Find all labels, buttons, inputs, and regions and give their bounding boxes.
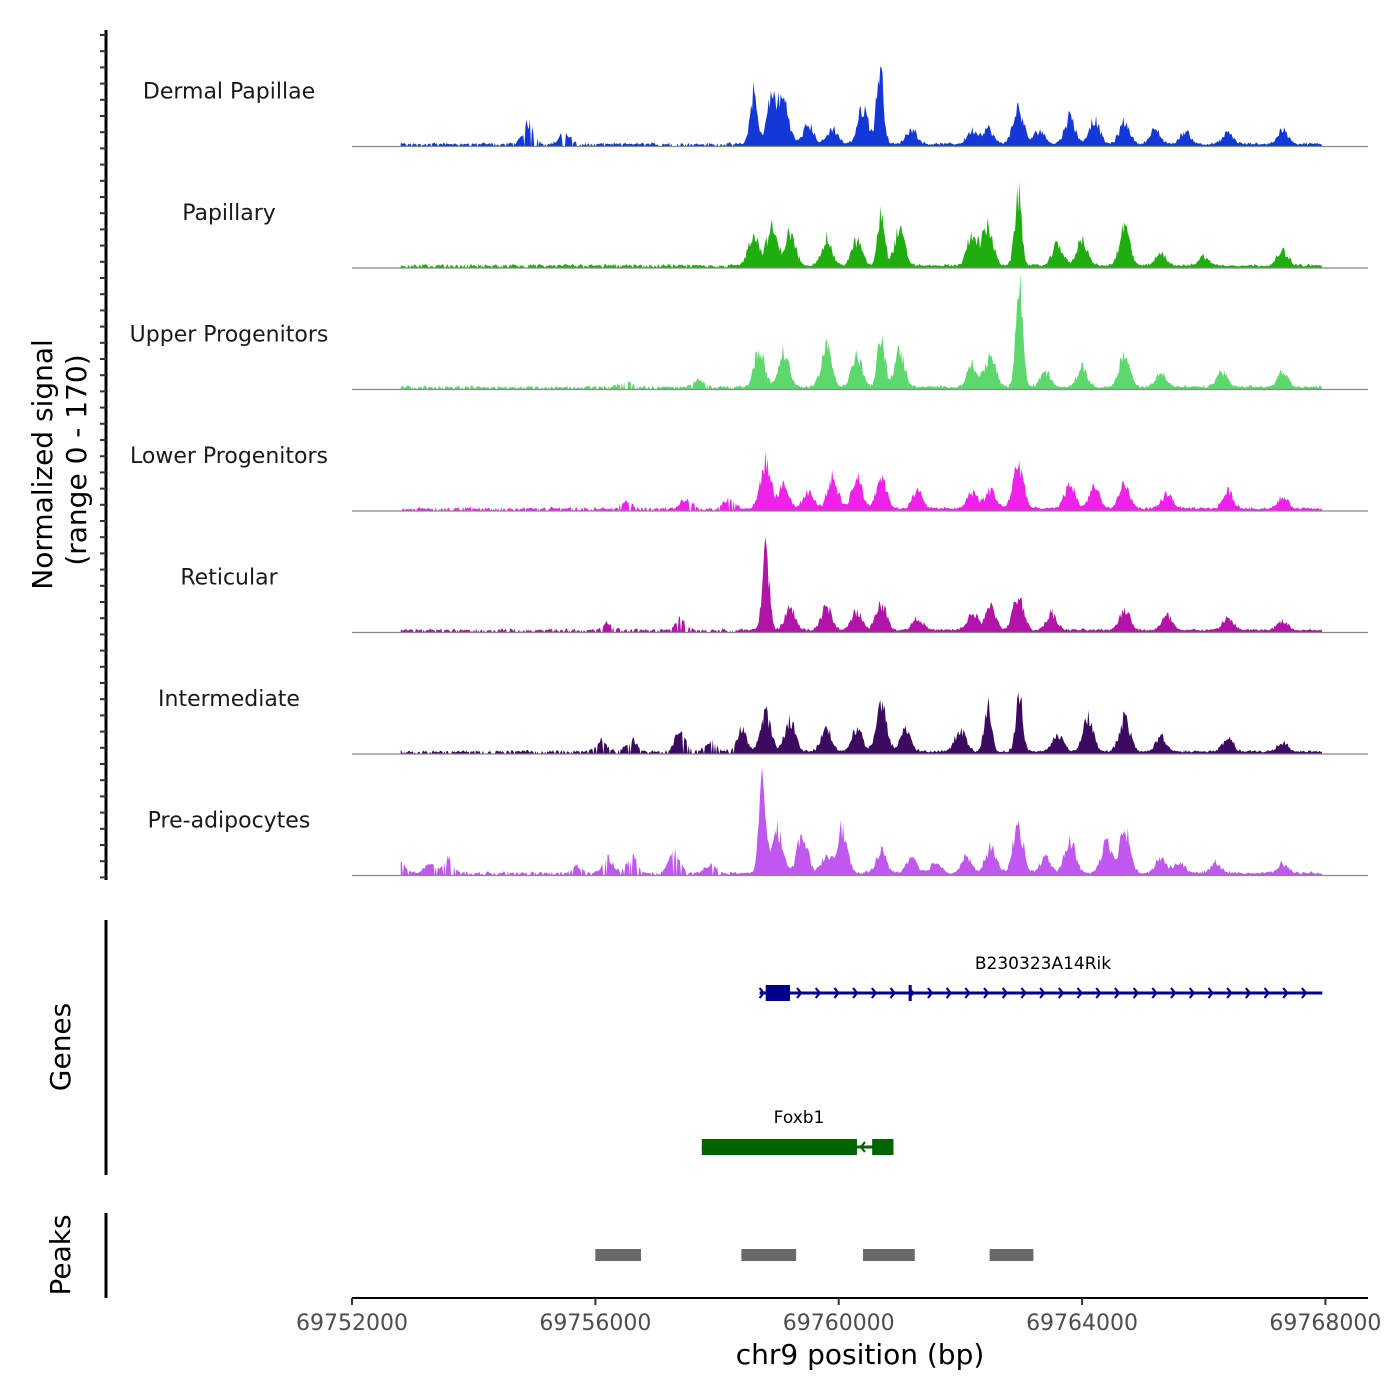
track-intermediate: Intermediate [158,687,1368,755]
strand-arrow [833,987,840,999]
track-pre-adipocytes: Pre-adipocytes [148,766,1368,877]
x-axis-ticks: 69752000 69756000 69760000 69764000 69768000 [296,1298,1381,1336]
x-axis-title: chr9 position (bp) [736,1338,985,1371]
strand-arrow [889,987,896,999]
genes-panel-title: Genes [44,1003,77,1091]
strand-arrow [1132,987,1140,999]
gene-label: B230323A14Rik [975,954,1111,974]
strand-arrow [1170,987,1177,999]
track-label: Lower Progenitors [130,444,328,469]
strand-arrow [859,1141,866,1153]
strand-arrow [1076,987,1083,999]
y-axis-title-line-2: (range 0 - 170) [60,354,93,565]
strand-arrow [870,987,878,999]
exon-block [872,1139,894,1155]
x-tick-label: 69760000 [783,1311,895,1336]
coverage-y-ticks [100,34,106,879]
genes-track: B230323A14Rik Foxb1 [701,954,1323,1155]
gene-b230323a14rik: B230323A14Rik [758,954,1323,1001]
signal-area [400,536,1323,633]
strand-arrow [983,987,990,999]
signal-area [400,181,1323,268]
exon-block [765,985,791,1001]
track-lower-progenitors: Lower Progenitors [130,444,1368,512]
track-papillary: Papillary [182,181,1368,269]
track-label: Pre-adipocytes [148,809,311,834]
signal-area [400,766,1323,876]
y-axis-title-line-1: Normalized signal [26,339,59,590]
signal-area [400,450,1323,511]
gene-label: Foxb1 [774,1108,825,1128]
strand-arrow [927,987,934,999]
gene-foxb1: Foxb1 [701,1108,894,1155]
strand-arrow [964,987,971,999]
strand-arrow [1188,987,1196,999]
peak-region [741,1249,797,1261]
strand-arrow [1301,987,1308,999]
strand-arrow [758,987,766,999]
track-label: Dermal Papillae [143,80,315,105]
strand-arrow [814,987,822,999]
strand-arrow [1020,987,1027,999]
strand-arrow [852,987,859,999]
track-dermal-papillae: Dermal Papillae [143,66,1368,148]
strand-arrow [1114,987,1121,999]
peak-region [863,1249,915,1261]
track-label: Intermediate [158,687,300,712]
strand-arrow [1039,987,1046,999]
strand-arrow [1226,987,1233,999]
strand-arrow [796,987,803,999]
track-upper-progenitors: Upper Progenitors [130,272,1368,391]
track-reticular: Reticular [180,536,1368,634]
track-label: Reticular [180,566,278,591]
signal-area [400,692,1323,754]
strand-arrow [945,987,953,999]
strand-arrow [1095,987,1102,999]
x-tick-label: 69752000 [296,1311,408,1336]
strand-arrow [1263,987,1270,999]
strand-arrow [1001,987,1009,999]
track-label: Upper Progenitors [130,323,329,348]
peaks-panel-title: Peaks [44,1214,77,1295]
signal-area [400,272,1323,390]
y-axis-title: Normalized signal (range 0 - 170) [26,330,93,589]
strand-arrow [1057,987,1065,999]
track-label: Papillary [182,201,276,226]
peaks-track [595,1249,1034,1261]
x-tick-label: 69768000 [1269,1311,1381,1336]
peak-region [595,1249,641,1261]
signal-area [400,66,1323,147]
strand-arrow [1151,987,1158,999]
strand-arrow [1207,987,1214,999]
x-tick-label: 69764000 [1026,1311,1138,1336]
exon-block [701,1139,857,1155]
strand-arrow [1244,987,1252,999]
coverage-tracks: Dermal Papillae Papillary Upper Progenitor… [130,66,1368,877]
x-tick-label: 69756000 [539,1311,651,1336]
peak-region [989,1249,1034,1261]
strand-arrow [1282,987,1289,999]
exon-block [908,985,912,1001]
